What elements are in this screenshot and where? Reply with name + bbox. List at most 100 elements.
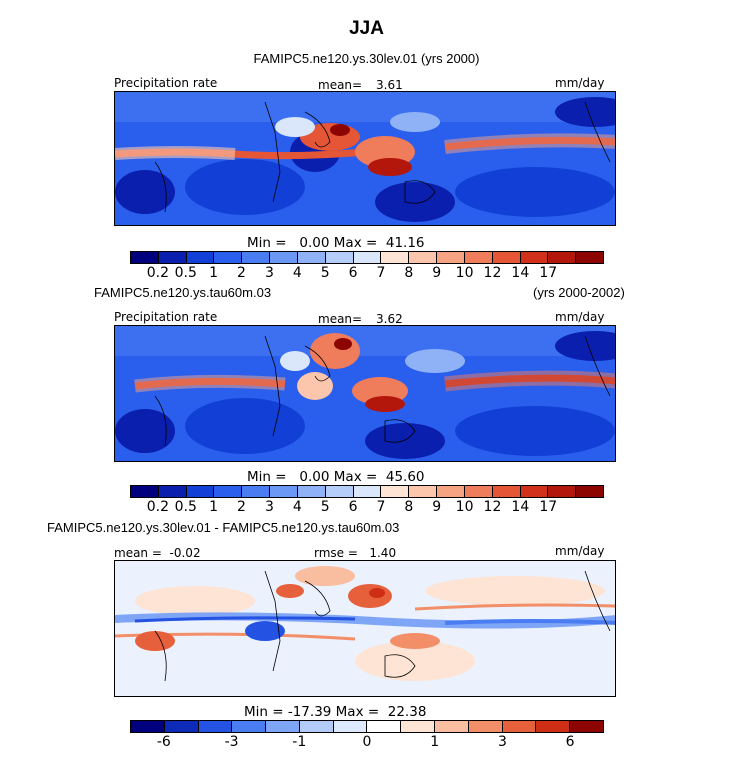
colorbar-box — [164, 721, 199, 732]
panel2-mean-label: mean= — [318, 312, 363, 326]
colorbar-box — [299, 721, 334, 732]
colorbar-box — [232, 721, 267, 732]
colorbar-box — [435, 721, 469, 732]
colorbar-tick-label: 0.5 — [174, 265, 197, 281]
panel3-units: mm/day — [555, 544, 605, 558]
panel2-header-left: FAMIPC5.ne120.ys.tau60m.03 — [94, 285, 272, 300]
colorbar-tick-label: 3 — [264, 265, 274, 281]
colorbar-box — [242, 252, 271, 263]
colorbar-tick-label: 9 — [432, 499, 442, 515]
colorbar-box — [502, 721, 537, 732]
colorbar-tick-label: 12 — [483, 265, 502, 281]
colorbar-box — [437, 252, 465, 263]
colorbar-box — [520, 252, 549, 263]
colorbar-box — [266, 721, 300, 732]
colorbar-box — [297, 486, 326, 497]
colorbar-box — [409, 252, 438, 263]
colorbar-tick-label: 5 — [320, 265, 330, 281]
panel2-colorbar — [130, 485, 604, 498]
colorbar-tick-label: 14 — [511, 265, 530, 281]
colorbar-tick-label: 0 — [362, 734, 372, 750]
colorbar-box — [158, 486, 187, 497]
colorbar-tick-label: 3 — [497, 734, 507, 750]
colorbar-box — [242, 486, 271, 497]
colorbar-box — [353, 252, 382, 263]
colorbar-tick-label: -1 — [292, 734, 307, 750]
panel3-mean-label: mean = -0.02 — [114, 546, 201, 560]
colorbar-tick-label: 14 — [511, 499, 530, 515]
panel1-mean-value: 3.61 — [376, 78, 403, 92]
colorbar-tick-label: 6 — [348, 265, 358, 281]
colorbar-box — [492, 486, 521, 497]
colorbar-box — [548, 486, 577, 497]
panel1-min-max: Min = 0.00 Max = 41.16 — [247, 235, 425, 251]
panel3-map — [114, 560, 616, 697]
colorbar-box — [576, 252, 604, 263]
colorbar-box — [548, 252, 577, 263]
colorbar-box — [381, 486, 410, 497]
colorbar-tick-label: 6 — [348, 499, 358, 515]
colorbar-tick-label: 1 — [209, 499, 219, 515]
colorbar-tick-label: 6 — [565, 734, 575, 750]
colorbar-box — [576, 486, 604, 497]
colorbar-tick-label: 17 — [539, 499, 558, 515]
panel3-header: FAMIPC5.ne120.ys.30lev.01 - FAMIPC5.ne12… — [47, 520, 400, 535]
colorbar-box — [367, 721, 402, 732]
colorbar-box — [198, 721, 233, 732]
colorbar-tick-label: 10 — [455, 499, 474, 515]
colorbar-box — [186, 486, 215, 497]
colorbar-tick-label: 0.5 — [174, 499, 197, 515]
colorbar-tick-label: 4 — [292, 265, 302, 281]
panel2-units: mm/day — [555, 310, 605, 324]
panel1-mean-label: mean= — [318, 78, 363, 92]
colorbar-tick-label: 7 — [376, 265, 386, 281]
colorbar-tick-label: 7 — [376, 499, 386, 515]
panel1-variable-label: Precipitation rate — [114, 76, 218, 90]
panel1-precip-field — [115, 92, 615, 225]
colorbar-tick-label: -6 — [156, 734, 171, 750]
colorbar-tick-label: 10 — [455, 265, 474, 281]
colorbar-box — [536, 721, 571, 732]
panel2-map — [114, 325, 616, 462]
panel3-min-max: Min = -17.39 Max = 22.38 — [244, 704, 427, 720]
panel2-header-right: (yrs 2000-2002) — [533, 285, 625, 300]
colorbar-box — [381, 252, 410, 263]
colorbar-tick-label: -3 — [224, 734, 239, 750]
colorbar-tick-label: 8 — [404, 499, 414, 515]
colorbar-box — [325, 486, 354, 497]
panel3-rmse-label: rmse = 1.40 — [314, 546, 397, 560]
colorbar-box — [333, 721, 368, 732]
colorbar-box — [297, 252, 326, 263]
figure-title: JJA — [349, 18, 384, 39]
colorbar-box — [464, 486, 493, 497]
colorbar-tick-label: 4 — [292, 499, 302, 515]
panel1-units: mm/day — [555, 76, 605, 90]
colorbar-box — [570, 721, 603, 732]
colorbar-tick-label: 2 — [237, 265, 246, 281]
colorbar-tick-label: 1 — [209, 265, 219, 281]
colorbar-tick-label: 12 — [483, 499, 502, 515]
panel1-colorbar — [130, 251, 604, 264]
colorbar-box — [214, 486, 243, 497]
colorbar-box — [492, 252, 521, 263]
colorbar-box — [437, 486, 465, 497]
panel2-mean-value: 3.62 — [376, 312, 403, 326]
colorbar-box — [464, 252, 493, 263]
colorbar-tick-label: 3 — [264, 499, 274, 515]
colorbar-tick-label: 0.2 — [146, 499, 170, 515]
colorbar-box — [270, 486, 298, 497]
colorbar-box — [409, 486, 438, 497]
panel1-colorbar-ticks: 0.2 0.5 1 2 3 4 5 6 7 8 9 10 12 14 17 — [130, 265, 604, 283]
colorbar-box — [131, 252, 159, 263]
colorbar-box — [186, 252, 215, 263]
panel2-colorbar-ticks: 0.2 0.5 1 2 3 4 5 6 7 8 9 10 12 14 17 — [130, 499, 604, 517]
colorbar-box — [325, 252, 354, 263]
colorbar-tick-label: 17 — [539, 265, 558, 281]
colorbar-box — [468, 721, 503, 732]
panel1-map — [114, 91, 616, 226]
colorbar-tick-label: 0.2 — [146, 265, 170, 281]
panel1-header: FAMIPC5.ne120.ys.30lev.01 (yrs 2000) — [253, 51, 480, 66]
panel2-variable-label: Precipitation rate — [114, 310, 218, 324]
colorbar-box — [131, 721, 165, 732]
colorbar-tick-label: 8 — [404, 265, 414, 281]
